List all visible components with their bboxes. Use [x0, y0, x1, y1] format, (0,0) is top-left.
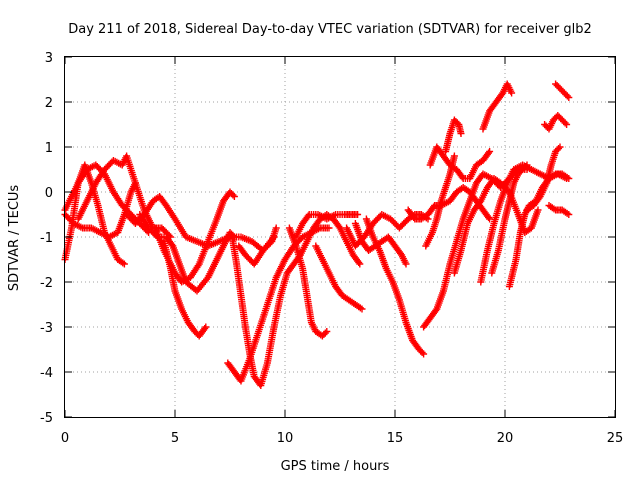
data-point — [356, 260, 364, 268]
series-arc-22 — [422, 152, 458, 250]
data-point — [402, 260, 410, 268]
data-point — [420, 350, 428, 358]
x-axis-label: GPS time / hours — [281, 459, 390, 474]
x-tick-label: 10 — [277, 431, 294, 446]
y-tick-label: -5 — [40, 411, 53, 426]
series-arc-14 — [312, 242, 366, 313]
series-arc-08 — [160, 238, 210, 340]
data-point — [485, 214, 492, 221]
data-layer — [61, 80, 573, 389]
data-point — [508, 89, 516, 97]
series-arc-21 — [442, 116, 465, 155]
x-tick-label: 20 — [497, 431, 514, 446]
series-arc-29 — [541, 112, 571, 133]
data-point — [202, 323, 210, 331]
data-point — [355, 259, 363, 266]
data-point — [230, 193, 238, 200]
data-point — [358, 305, 366, 313]
y-tick-label: 3 — [45, 51, 53, 66]
grid — [65, 57, 615, 417]
series-arc-13 — [285, 224, 331, 340]
data-point — [229, 191, 237, 199]
series-arc-07 — [151, 188, 238, 286]
axis-ticks — [64, 56, 616, 418]
data-point — [201, 325, 209, 332]
y-tick-label: 0 — [45, 186, 53, 201]
data-point — [565, 94, 573, 101]
data-point — [272, 224, 280, 232]
data-point — [522, 163, 530, 170]
data-point — [565, 175, 573, 182]
data-point — [354, 211, 362, 218]
data-point — [485, 149, 492, 157]
axis-tick-labels: 0 5 10 15 20 25 -5 -4 -3 -2 -1 0 1 2 3 — [40, 51, 623, 446]
series-arc-18 — [404, 184, 494, 223]
series-arc-05 — [123, 193, 278, 254]
series-arc-28 — [479, 80, 516, 133]
data-point — [418, 349, 426, 356]
x-tick-label: 15 — [387, 431, 404, 446]
y-tick-label: 2 — [45, 96, 53, 111]
series-arc-16 — [351, 220, 410, 268]
data-point — [563, 121, 571, 128]
y-tick-label: -1 — [40, 231, 53, 246]
y-tick-label: -4 — [40, 366, 53, 381]
plot-frame — [64, 56, 616, 418]
y-tick-label: 1 — [45, 141, 53, 156]
series-arc-27 — [523, 143, 564, 214]
data-point — [120, 260, 128, 268]
data-point — [457, 130, 465, 137]
series-arc-09 — [228, 211, 364, 389]
series-arc-17 — [362, 215, 428, 358]
data-point — [556, 143, 564, 151]
x-tick-label: 25 — [607, 431, 624, 446]
y-tick-label: -3 — [40, 321, 53, 336]
data-point — [555, 145, 563, 152]
data-point — [523, 161, 531, 169]
x-tick-label: 5 — [171, 431, 179, 446]
data-point — [323, 328, 331, 335]
series-arc-03 — [61, 161, 153, 236]
data-point — [321, 329, 329, 337]
y-axis-label: SDTVAR / TECUs — [7, 185, 22, 292]
data-point — [565, 211, 573, 218]
series-arc-11 — [235, 224, 280, 268]
series-arc-31 — [545, 202, 573, 218]
data-point — [486, 148, 494, 155]
data-point — [534, 206, 542, 214]
data-point — [325, 224, 333, 232]
series-arc-30 — [552, 80, 573, 101]
data-point — [304, 212, 312, 220]
data-point — [458, 173, 466, 181]
data-point — [561, 119, 569, 127]
series-arc-12 — [292, 211, 362, 241]
x-tick-label: 0 — [61, 431, 69, 446]
y-tick-label: -2 — [40, 276, 53, 291]
data-point — [450, 152, 458, 160]
series-arc-25 — [488, 161, 531, 277]
chart-title: Day 211 of 2018, Sidereal Day-to-day VTE… — [68, 22, 592, 37]
data-point — [563, 92, 571, 100]
